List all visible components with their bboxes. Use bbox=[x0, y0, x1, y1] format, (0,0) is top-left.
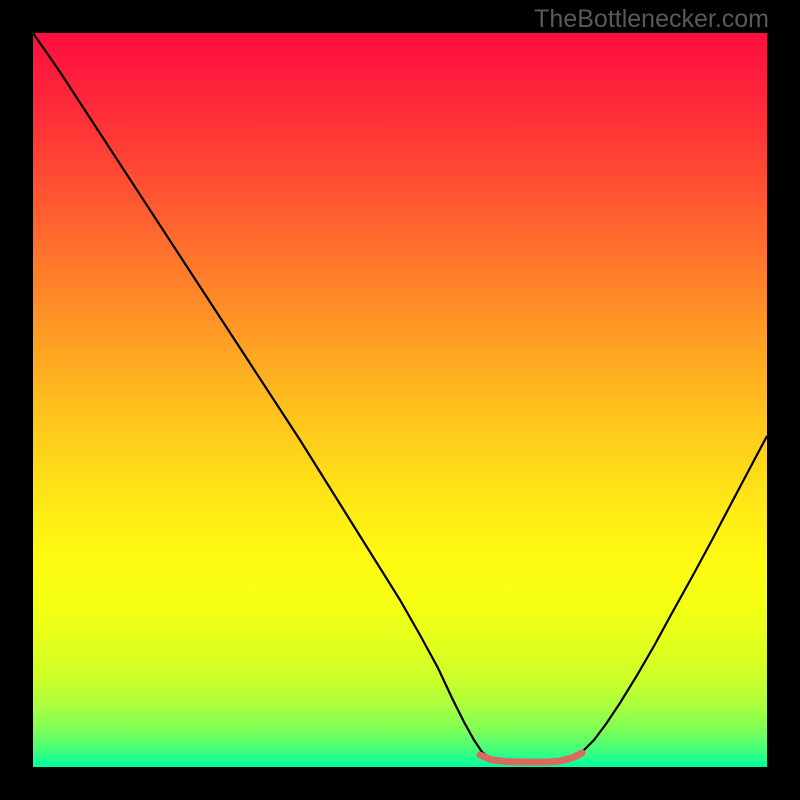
chart-container: TheBottlenecker.com bbox=[0, 0, 800, 800]
bottleneck-curve bbox=[33, 33, 767, 762]
bottleneck-highlight bbox=[480, 753, 582, 762]
watermark-text: TheBottlenecker.com bbox=[534, 5, 769, 34]
curve-layer bbox=[0, 0, 800, 800]
